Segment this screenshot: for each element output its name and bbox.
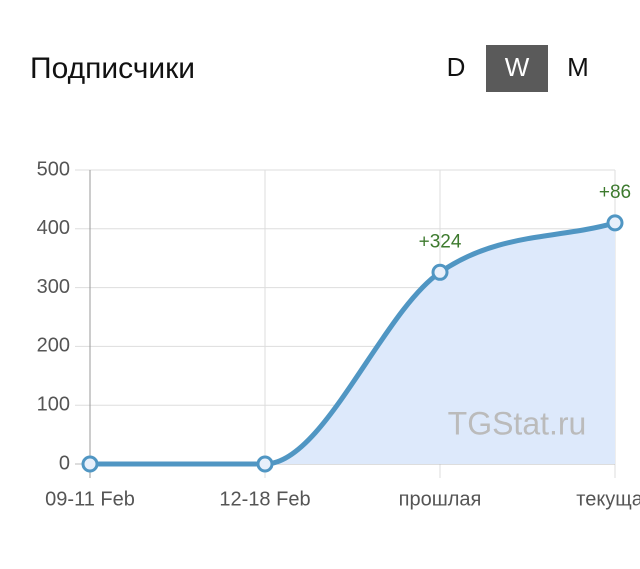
area-fill [90, 222, 615, 464]
watermark: TGStat.ru [448, 405, 587, 441]
x-tick-label: 12-18 Feb [219, 488, 310, 510]
y-tick-label: 0 [59, 452, 70, 474]
chart: 0 100 200 300 400 500 09-11 Feb 12-18 Feb прошла… [37, 158, 640, 510]
period-button[interactable]: M [567, 52, 589, 82]
point [431, 263, 449, 281]
y-tick-label: 200 [37, 335, 70, 357]
point-annotation: +86 [599, 182, 631, 203]
period-button[interactable]: W [505, 52, 530, 82]
y-tick-label: 500 [37, 158, 70, 180]
x-tick-label: прошлая [399, 488, 482, 510]
line [89, 220, 616, 467]
point-annotation: +324 [419, 231, 462, 252]
point [606, 214, 624, 232]
y-tick-label: 400 [37, 217, 70, 239]
period-button[interactable]: D [447, 52, 466, 82]
y-tick-label: 100 [37, 393, 70, 415]
x-tick-label: текущая [576, 488, 640, 510]
active-button-bg [486, 45, 548, 92]
x-tick-label: 09-11 Feb [45, 488, 135, 510]
point [81, 455, 99, 473]
chart-title: Подписчики [30, 52, 195, 85]
point [256, 455, 274, 473]
y-tick-label: 300 [37, 276, 70, 298]
